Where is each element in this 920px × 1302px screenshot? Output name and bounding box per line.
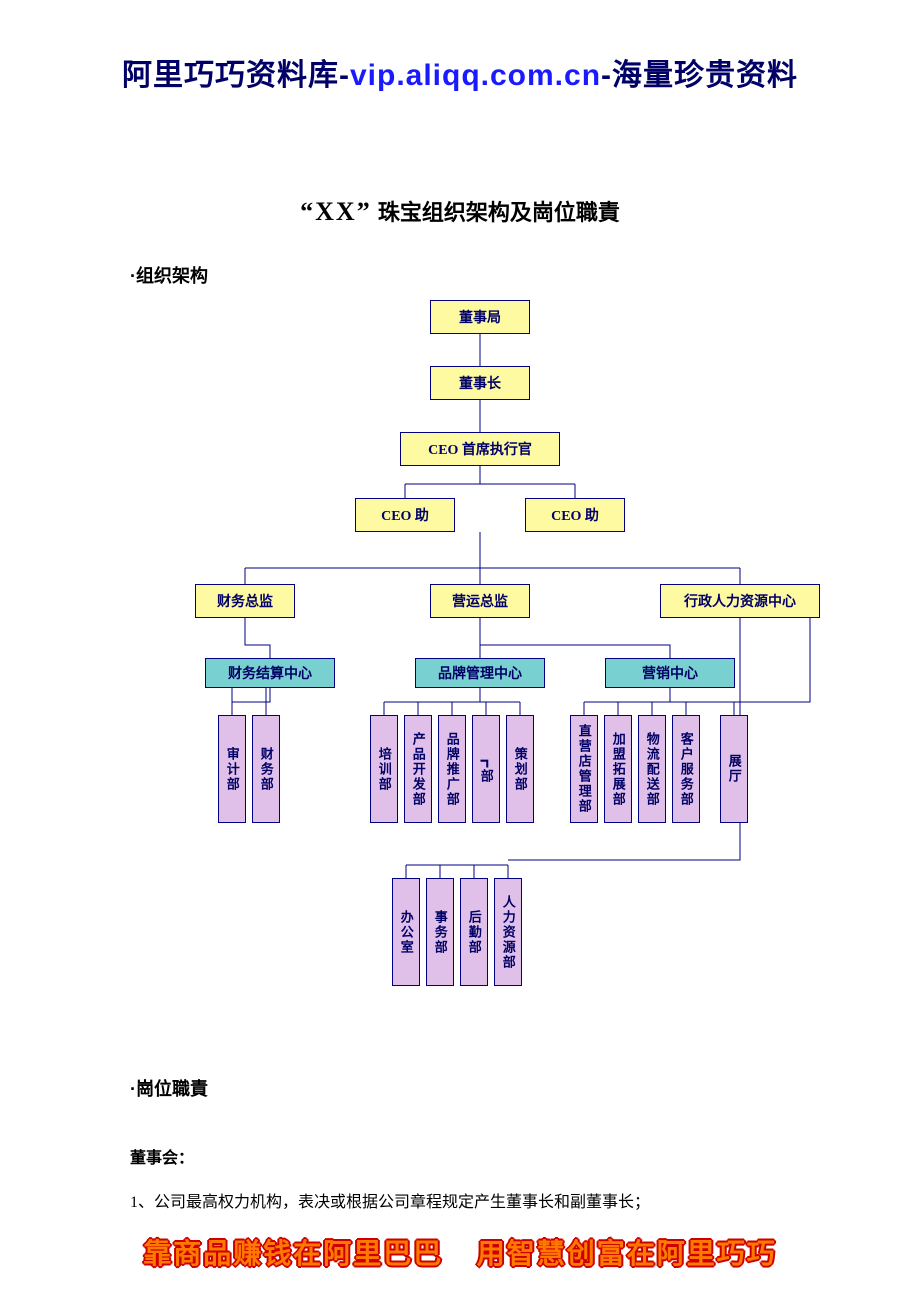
org-node-p-cs: 客户服务部 — [672, 715, 700, 823]
org-node-ops-dir: 营运总监 — [430, 584, 530, 618]
org-node-p-logq: 后勤部 — [460, 878, 488, 986]
org-node-p-audit: 审计部 — [218, 715, 246, 823]
org-node-brand-ctr: 品牌管理中心 — [415, 658, 545, 688]
org-node-board: 董事局 — [430, 300, 530, 334]
footer-left: 靠商品赚钱在阿里巴巴 — [143, 1238, 443, 1269]
section-duties: ·崗位職責 — [130, 1075, 208, 1101]
header-p2: vip.aliqq.com.cn — [350, 59, 601, 92]
org-node-chair: 董事长 — [430, 366, 530, 400]
org-node-p-store: 直营店管理部 — [570, 715, 598, 823]
org-node-fin-dir: 财务总监 — [195, 584, 295, 618]
org-node-p-show: 展厅 — [720, 715, 748, 823]
org-node-p-affair: 事务部 — [426, 878, 454, 986]
header-banner: 阿里巧巧资料库-vip.aliqq.com.cn-海量珍贵资料 — [0, 50, 920, 94]
org-node-p-prod: 产品开发部 — [404, 715, 432, 823]
duties-item-1: 1、公司最高权力机构，表决或根据公司章程规定产生董事长和副董事长； — [130, 1188, 650, 1212]
footer-banner: 靠商品赚钱在阿里巴巴 用智慧创富在阿里巧巧 — [0, 1232, 920, 1272]
header-p3: 海量珍贵资料 — [612, 59, 798, 92]
org-node-p-brand: 品牌推广部 — [438, 715, 466, 823]
org-node-asst1: CEO 助 — [355, 498, 455, 532]
footer-right: 用智慧创富在阿里巧巧 — [477, 1238, 777, 1269]
org-node-mkt-ctr: 营销中心 — [605, 658, 735, 688]
org-node-p-hr: 人力资源部 — [494, 878, 522, 986]
section-org-structure: ·组织架构 — [130, 262, 208, 288]
org-node-p-plan: 策划部 — [506, 715, 534, 823]
org-node-p-fin: 财务部 — [252, 715, 280, 823]
duties-heading: 董事会： — [130, 1144, 194, 1168]
doc-title: “XX” 珠宝组织架构及崗位職責 — [0, 195, 920, 227]
org-node-p-franch: 加盟拓展部 — [604, 715, 632, 823]
org-node-p-logis: 物流配送部 — [638, 715, 666, 823]
org-node-ceo: CEO 首席执行官 — [400, 432, 560, 466]
org-node-fin-ctr: 财务结算中心 — [205, 658, 335, 688]
header-p1: 阿里巧巧资料库 — [122, 59, 339, 92]
org-node-p-office: 办公室 — [392, 878, 420, 986]
org-node-p-dept: ┓部 — [472, 715, 500, 823]
org-node-p-train: 培训部 — [370, 715, 398, 823]
org-chart: 董事局董事长 CEO 首席执行官 CEO 助 CEO 助财务总监 营运总监 行政人力资源中… — [0, 300, 920, 1020]
org-node-hr-ctr: 行政人力资源中心 — [660, 584, 820, 618]
org-node-asst2: CEO 助 — [525, 498, 625, 532]
